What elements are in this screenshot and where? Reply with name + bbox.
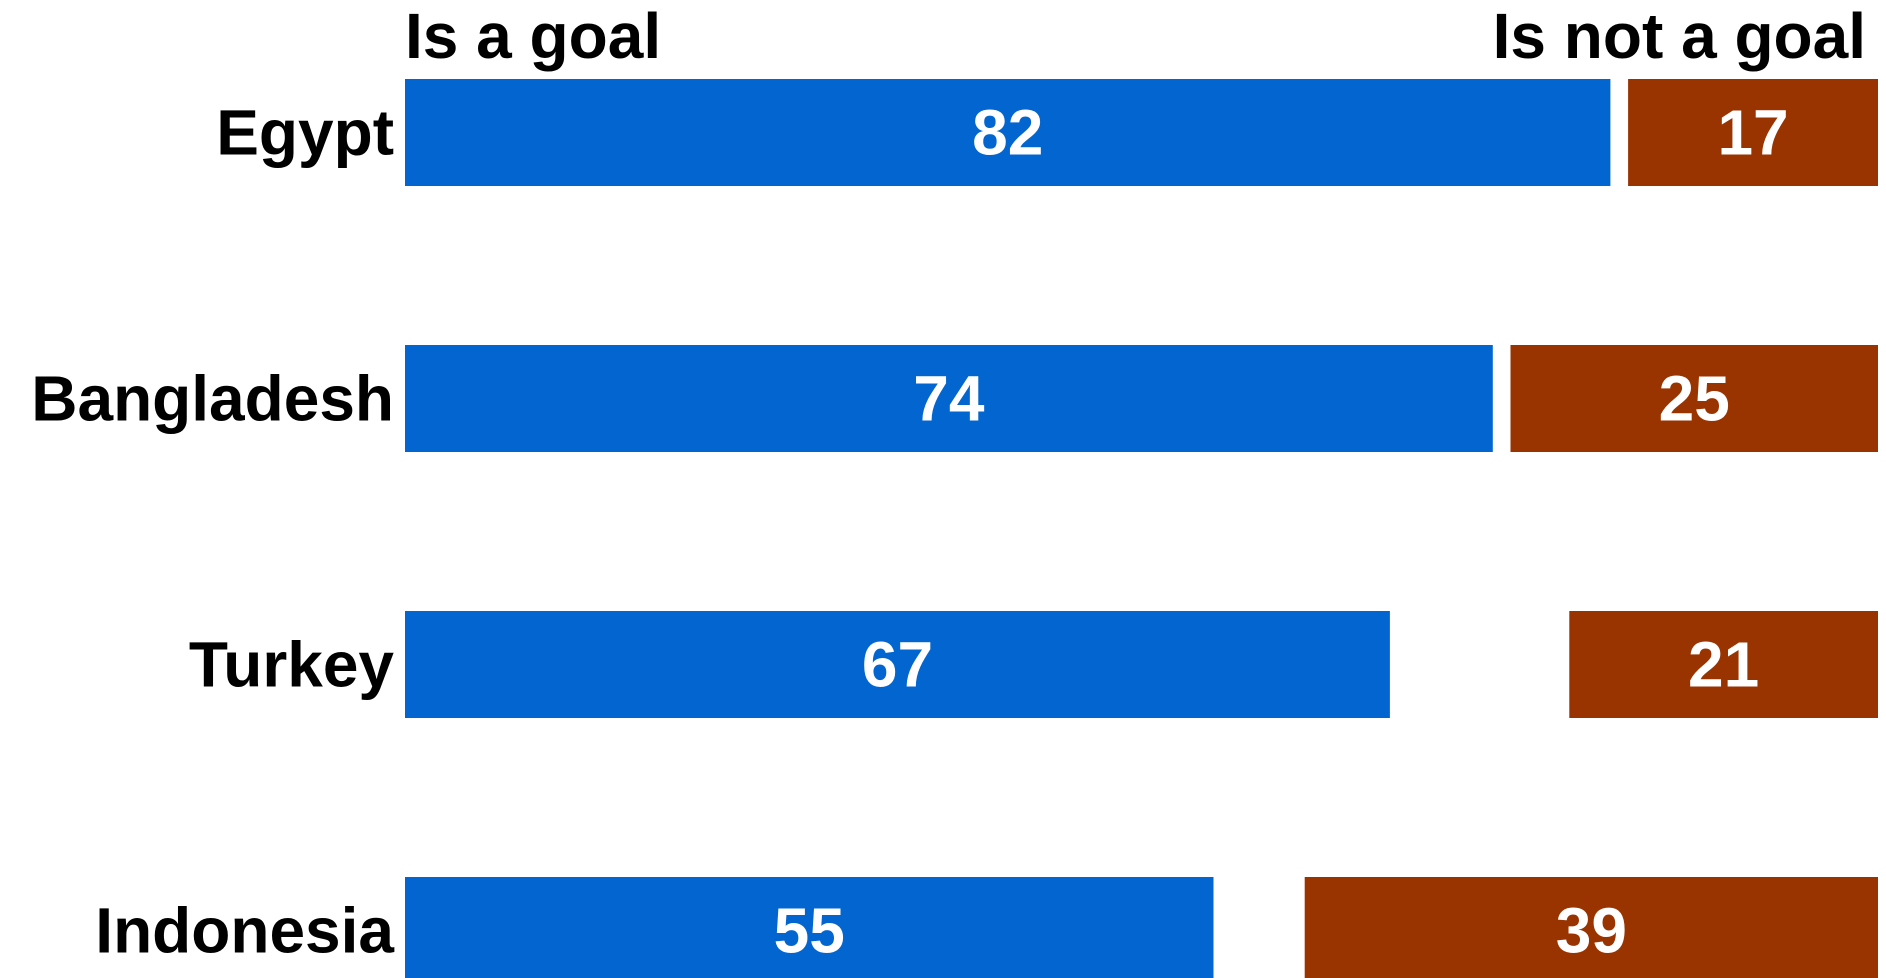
legend-label-is-not-a-goal: Is not a goal xyxy=(1493,0,1866,72)
value-label-is-a-goal-turkey: 67 xyxy=(862,629,933,701)
bar-row-indonesia: Indonesia 55 39 xyxy=(95,877,1878,978)
value-label-is-not-a-goal-indonesia: 39 xyxy=(1556,895,1627,967)
bar-is-not-a-goal-egypt xyxy=(1628,79,1878,186)
value-label-is-a-goal-egypt: 82 xyxy=(972,97,1043,169)
bar-row-egypt: Egypt 82 17 xyxy=(216,79,1878,186)
bar-row-bangladesh: Bangladesh 74 25 xyxy=(31,345,1878,452)
chart-rows: Egypt 82 17 Bangladesh 74 25 Turkey 67 21 Indones… xyxy=(31,79,1878,978)
value-label-is-not-a-goal-turkey: 21 xyxy=(1688,629,1759,701)
value-label-is-not-a-goal-egypt: 17 xyxy=(1717,97,1788,169)
bar-is-not-a-goal-indonesia xyxy=(1304,877,1878,978)
bar-is-a-goal-bangladesh xyxy=(405,345,1493,452)
category-label-turkey: Turkey xyxy=(189,629,395,701)
bar-is-not-a-goal-turkey xyxy=(1569,611,1878,718)
category-label-egypt: Egypt xyxy=(216,97,394,169)
legend-label-is-a-goal: Is a goal xyxy=(405,0,661,72)
value-label-is-a-goal-bangladesh: 74 xyxy=(913,363,985,435)
bar-is-a-goal-egypt xyxy=(405,79,1611,186)
category-label-bangladesh: Bangladesh xyxy=(31,363,394,435)
bar-row-turkey: Turkey 67 21 xyxy=(189,611,1878,718)
bar-is-not-a-goal-bangladesh xyxy=(1510,345,1878,452)
value-label-is-a-goal-indonesia: 55 xyxy=(774,895,845,967)
category-label-indonesia: Indonesia xyxy=(95,895,394,967)
bar-is-a-goal-turkey xyxy=(405,611,1390,718)
bar-is-a-goal-indonesia xyxy=(405,877,1214,978)
value-label-is-not-a-goal-bangladesh: 25 xyxy=(1659,363,1730,435)
chart-legend: Is a goal Is not a goal xyxy=(405,0,1866,72)
